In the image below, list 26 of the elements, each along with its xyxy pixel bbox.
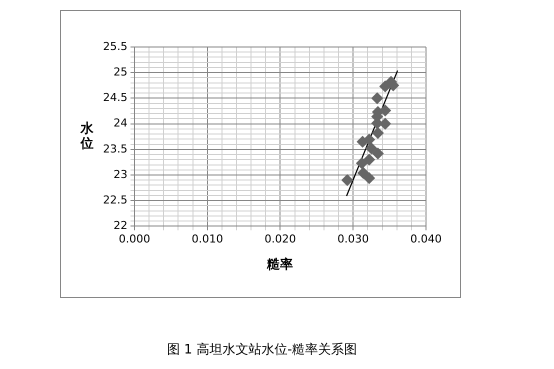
point — [356, 157, 368, 170]
y-tick-label: 22.5 — [102, 193, 128, 206]
x-axis-title: 糙率 — [266, 256, 294, 273]
y-tick-label: 24 — [113, 116, 128, 130]
point — [363, 134, 376, 146]
y-tick-label: 23 — [113, 168, 128, 181]
y-tick-label: 25 — [113, 65, 128, 78]
point — [371, 92, 384, 104]
point — [372, 147, 384, 160]
caption: 图 1 高坦水文站水位-糙率关系图 — [166, 341, 358, 358]
y-tick-label: 25.5 — [102, 40, 128, 53]
point — [363, 154, 376, 166]
y-tick-label: 22 — [113, 219, 128, 232]
y-axis-title: 水位 — [80, 121, 94, 152]
point — [357, 166, 370, 179]
point — [365, 142, 378, 154]
x-tick-label: 0.040 — [410, 232, 442, 246]
y-tick-label: 24.5 — [102, 91, 128, 104]
point — [341, 174, 354, 186]
x-tick-label: 0.000 — [118, 232, 150, 246]
x-tick-label: 0.020 — [264, 232, 296, 246]
y-tick-label: 23.5 — [102, 142, 128, 156]
point — [372, 127, 384, 140]
x-tick-label: 0.010 — [192, 232, 224, 246]
x-tick-label: 0.030 — [337, 232, 369, 246]
point — [379, 104, 392, 116]
